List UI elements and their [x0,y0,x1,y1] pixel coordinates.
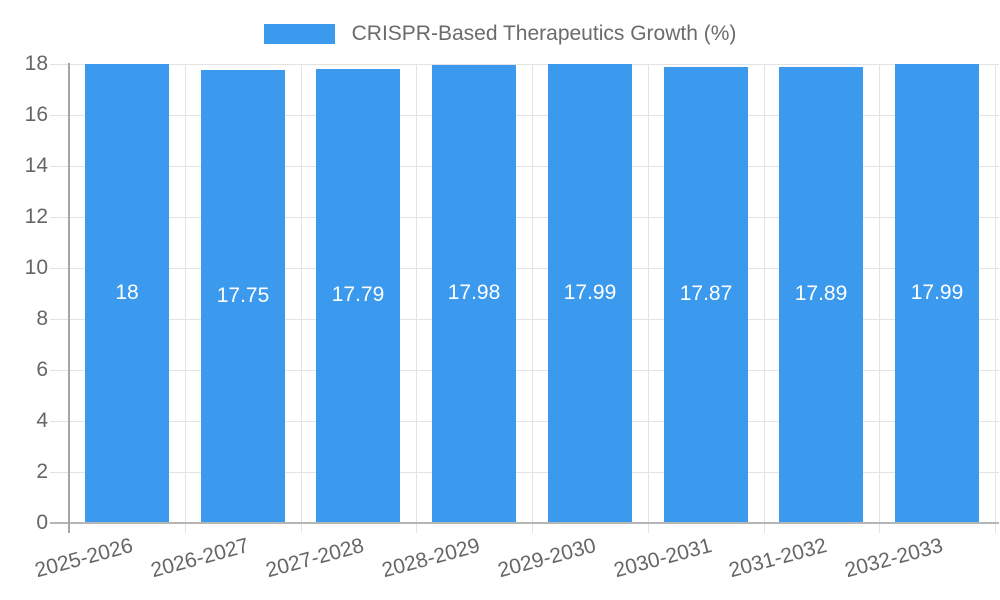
y-axis-tick-label: 12 [24,205,48,228]
legend[interactable]: CRISPR-Based Therapeutics Growth (%) [0,22,1000,46]
x-axis-tick-label: 2027-2028 [262,534,366,583]
x-axis-tick-label: 2029-2030 [494,534,598,583]
y-axis-tick-label: 2 [36,460,48,483]
bar[interactable] [548,64,632,522]
gridline-horizontal [50,421,999,422]
gridline-horizontal [50,166,999,167]
gridline-horizontal [50,64,999,65]
gridline-vertical [185,64,186,533]
y-axis-tick-label: 6 [36,358,48,381]
gridline-vertical [995,64,996,533]
bar[interactable] [895,64,979,522]
gridline-vertical [416,64,417,533]
y-axis-line [68,63,70,533]
y-axis-tick-label: 10 [24,256,48,279]
y-axis-tick-label: 8 [36,307,48,330]
bar[interactable] [664,67,748,522]
gridline-vertical [764,64,765,533]
y-axis-tick-label: 14 [24,154,48,177]
gridline-horizontal [50,472,999,473]
x-axis-tick-label: 2030-2031 [610,534,714,583]
bar[interactable] [85,64,169,522]
bar[interactable] [316,69,400,522]
y-axis-tick-label: 18 [24,52,48,75]
gridline-horizontal [50,217,999,218]
bar[interactable] [779,67,863,522]
y-axis-tick-label: 0 [36,511,48,534]
x-axis-line [50,522,999,524]
x-axis-tick-label: 2025-2026 [31,534,135,583]
bar[interactable] [432,65,516,522]
y-axis-tick-label: 4 [36,409,48,432]
y-axis-tick-label: 16 [24,103,48,126]
x-axis-tick-label: 2026-2027 [147,534,251,583]
x-axis-tick-label: 2028-2029 [378,534,482,583]
x-axis-tick-label: 2031-2032 [725,534,829,583]
gridline-horizontal [50,319,999,320]
gridline-horizontal [50,115,999,116]
legend-swatch-icon [263,24,335,44]
x-axis-tick-label: 2032-2033 [841,534,945,583]
gridline-vertical [648,64,649,533]
gridline-horizontal [50,370,999,371]
gridline-horizontal [50,268,999,269]
gridline-vertical [532,64,533,533]
gridline-vertical [301,64,302,533]
gridline-vertical [879,64,880,533]
bar[interactable] [201,70,285,522]
legend-label: CRISPR-Based Therapeutics Growth (%) [351,22,737,45]
